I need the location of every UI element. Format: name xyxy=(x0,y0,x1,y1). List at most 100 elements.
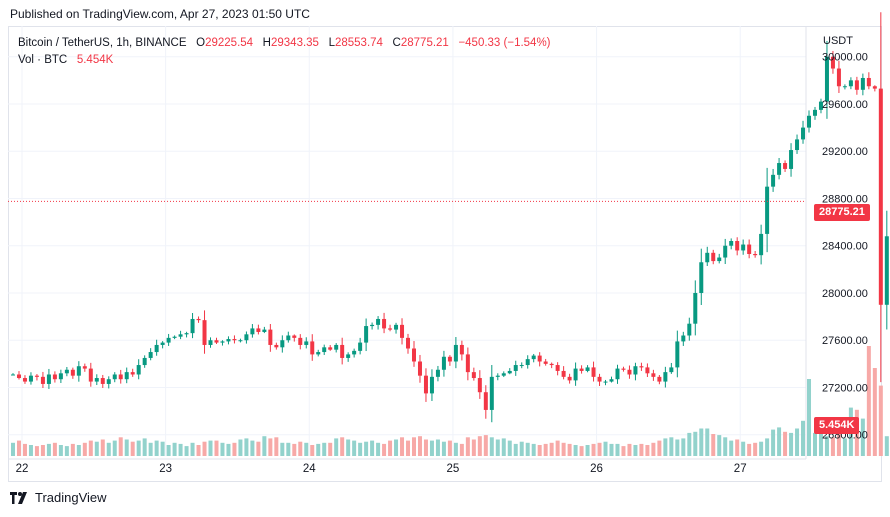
x-tick-label: 23 xyxy=(159,463,172,475)
volume-bar xyxy=(340,437,345,456)
candle-body xyxy=(238,340,243,342)
candle-body xyxy=(519,365,524,367)
candle-body xyxy=(687,323,692,336)
volume-bar xyxy=(477,436,482,456)
volume-bar xyxy=(537,445,542,456)
volume-bar xyxy=(28,445,33,456)
volume-bar xyxy=(352,440,357,456)
candle-body xyxy=(394,324,399,330)
volume-bar xyxy=(729,440,734,456)
candle-body xyxy=(591,367,596,377)
volume-bar xyxy=(675,439,680,456)
volume-bar xyxy=(501,438,506,456)
volume-bar xyxy=(830,437,835,456)
volume-bar xyxy=(250,440,255,456)
candle-body xyxy=(741,244,746,251)
legend-volume-row: Vol · BTC 5.454K xyxy=(18,52,551,69)
legend-close: 28775.21 xyxy=(400,37,449,49)
volume-bar xyxy=(818,431,823,456)
volume-bar xyxy=(256,441,261,456)
candle-body xyxy=(364,326,369,343)
volume-bar xyxy=(872,368,877,456)
candle-body xyxy=(531,355,536,360)
volume-bar xyxy=(76,445,81,456)
candle-body xyxy=(807,115,812,128)
legend-symbol[interactable]: Bitcoin / TetherUS, 1h, BINANCE xyxy=(18,37,187,49)
volume-bar xyxy=(400,437,405,456)
candle-body xyxy=(280,340,285,348)
volume-bar xyxy=(11,442,15,456)
volume-bar xyxy=(417,436,422,456)
candle-body xyxy=(400,324,405,338)
volume-bar xyxy=(304,442,309,456)
chart-grid xyxy=(8,26,806,456)
candle-body xyxy=(771,174,776,187)
volume-bar xyxy=(100,439,105,456)
volume-bar xyxy=(376,442,381,456)
volume-bar xyxy=(94,441,99,456)
volume-bar xyxy=(753,442,758,456)
candle-body xyxy=(735,241,740,251)
candle-body xyxy=(82,366,87,369)
legend-high: 29343.35 xyxy=(270,37,319,49)
candle-body xyxy=(854,80,859,90)
volume-bar xyxy=(435,439,440,456)
candle-body xyxy=(76,366,81,376)
candle-body xyxy=(836,68,841,87)
volume-bar xyxy=(489,437,494,456)
candle-body xyxy=(202,320,207,345)
volume-bar xyxy=(842,438,847,456)
candle-body xyxy=(495,375,500,377)
candle-body xyxy=(543,361,548,364)
candle-body xyxy=(148,352,153,358)
footer-branding[interactable]: TradingView xyxy=(10,490,107,505)
volume-bar xyxy=(507,440,512,456)
candle-body xyxy=(699,262,704,293)
candle-body xyxy=(16,374,21,379)
volume-bar xyxy=(663,438,668,456)
volume-bar xyxy=(555,440,560,456)
candle-body xyxy=(190,318,195,334)
candle-body xyxy=(34,375,39,377)
y-tick-label: 28400.00 xyxy=(822,241,868,253)
candle-body xyxy=(256,328,261,332)
candle-body xyxy=(226,339,231,342)
candle-body xyxy=(358,342,363,351)
candle-body xyxy=(579,368,584,371)
volume-bar xyxy=(262,436,267,456)
volume-bar xyxy=(184,446,189,456)
volume-bar xyxy=(238,439,243,456)
candle-body xyxy=(352,350,357,355)
volume-bar xyxy=(423,439,428,456)
volume-bar xyxy=(525,442,530,456)
legend-low: 28553.74 xyxy=(334,37,383,49)
volume-bar xyxy=(142,438,147,456)
volume-bar xyxy=(226,443,231,456)
candle-body xyxy=(459,344,464,355)
candle-body xyxy=(172,336,177,338)
candle-body xyxy=(555,365,560,371)
currency-label[interactable]: USDT xyxy=(823,35,853,47)
candle-body xyxy=(884,236,889,305)
volume-bar xyxy=(824,436,829,456)
candle-body xyxy=(537,355,542,362)
price-axis: 26800.0027200.0027600.0028000.0028400.00… xyxy=(805,26,868,459)
candle-body xyxy=(453,344,458,362)
legend-volume-label[interactable]: Vol · BTC xyxy=(18,54,68,66)
candle-body xyxy=(382,318,387,329)
candle-body xyxy=(196,318,201,321)
volume-bar xyxy=(639,443,644,456)
candle-body xyxy=(483,392,488,410)
volume-bar xyxy=(723,437,728,456)
volume-bar xyxy=(687,432,692,456)
x-tick-label: 24 xyxy=(303,463,316,475)
volume-bar xyxy=(214,440,219,456)
volume-bar xyxy=(202,441,207,456)
volume-bar xyxy=(645,445,650,456)
volume-bar xyxy=(441,441,446,456)
volume-bar xyxy=(358,442,363,456)
tradingview-logo-icon xyxy=(10,491,30,504)
volume-bar xyxy=(735,439,740,456)
volume-bar xyxy=(298,441,303,456)
